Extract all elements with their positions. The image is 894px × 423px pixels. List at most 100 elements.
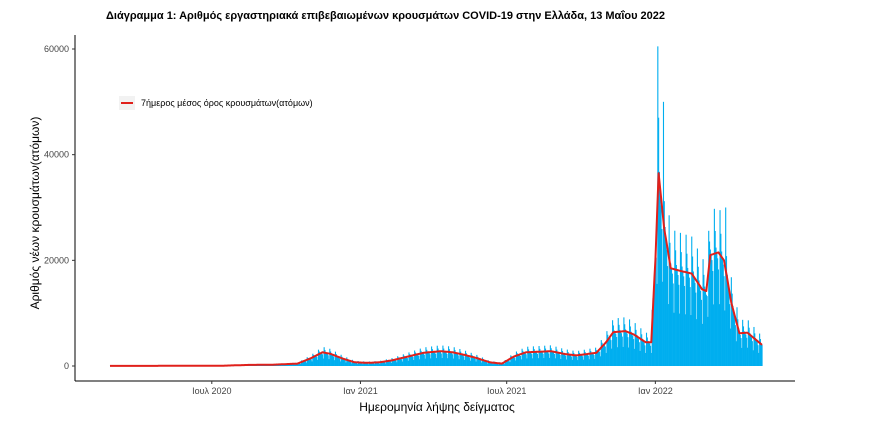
daily-bar <box>637 338 639 366</box>
daily-bar <box>505 360 507 366</box>
daily-bar <box>475 361 477 366</box>
daily-bar <box>488 361 490 366</box>
daily-bar <box>511 357 513 366</box>
daily-bar <box>582 359 585 366</box>
daily-bar <box>569 354 571 366</box>
daily-bar <box>483 360 485 366</box>
daily-bar <box>643 342 645 366</box>
daily-bar <box>359 362 361 366</box>
daily-bar <box>670 263 672 366</box>
daily-bar <box>549 345 551 366</box>
daily-bar <box>742 319 744 366</box>
daily-bar <box>573 352 575 366</box>
daily-bar <box>301 360 303 366</box>
daily-bar <box>344 360 346 366</box>
daily-bar <box>673 312 675 366</box>
daily-bar <box>486 363 488 366</box>
daily-bar <box>531 354 533 366</box>
daily-bar <box>327 355 329 366</box>
daily-bar <box>468 356 470 366</box>
daily-bar <box>645 332 648 366</box>
daily-bar <box>534 351 536 366</box>
daily-bar <box>392 359 394 366</box>
daily-bar <box>334 351 337 366</box>
daily-bar <box>410 355 412 366</box>
daily-bar <box>326 353 328 366</box>
daily-bar <box>507 360 509 366</box>
daily-bar <box>414 350 416 366</box>
daily-bar <box>330 351 332 366</box>
daily-bar <box>513 356 515 366</box>
daily-bar <box>283 365 285 366</box>
daily-bar <box>712 271 714 366</box>
daily-bar <box>708 241 711 366</box>
daily-bar <box>648 342 650 366</box>
daily-bar <box>469 360 471 366</box>
daily-bar <box>519 356 522 366</box>
daily-bar <box>696 319 698 366</box>
daily-bar <box>469 357 471 366</box>
daily-bar <box>429 354 431 366</box>
daily-bar <box>403 355 405 366</box>
daily-bar <box>553 353 555 366</box>
daily-bar <box>611 348 613 366</box>
daily-bar <box>723 276 725 366</box>
daily-bar <box>546 351 548 366</box>
daily-bar <box>553 352 555 366</box>
daily-bar <box>641 338 644 366</box>
daily-bar <box>575 355 577 366</box>
daily-bar <box>433 351 435 366</box>
daily-bar <box>310 359 312 366</box>
daily-bar <box>459 348 461 366</box>
daily-bar <box>679 232 681 366</box>
daily-bar <box>693 277 695 366</box>
daily-bar <box>518 354 520 366</box>
daily-bar <box>303 361 305 366</box>
daily-bar <box>427 352 429 366</box>
daily-bar <box>587 355 589 366</box>
daily-bar <box>345 362 347 366</box>
daily-bar <box>528 351 530 366</box>
daily-bar <box>662 281 664 366</box>
daily-bar <box>449 351 451 366</box>
daily-bar <box>443 350 446 366</box>
daily-bar <box>431 346 433 366</box>
daily-bar <box>649 343 651 366</box>
daily-bar <box>714 230 716 366</box>
daily-bar <box>293 364 295 366</box>
daily-bar <box>533 349 535 366</box>
moving-average-line <box>109 172 763 367</box>
daily-bar <box>671 273 673 366</box>
daily-bar <box>411 356 413 366</box>
daily-bar <box>675 264 677 366</box>
daily-bar <box>472 356 474 366</box>
daily-bar <box>756 342 758 366</box>
daily-bar <box>299 363 301 366</box>
daily-bar <box>642 340 644 366</box>
daily-bar <box>384 362 386 366</box>
daily-bar <box>491 363 493 366</box>
daily-bar <box>645 352 647 366</box>
daily-bar <box>321 354 324 366</box>
daily-bar <box>751 341 753 366</box>
daily-bar <box>563 353 565 366</box>
daily-bar <box>755 340 757 366</box>
daily-bar <box>376 362 378 366</box>
daily-bar <box>465 353 467 366</box>
daily-bar <box>501 363 503 366</box>
daily-bar <box>576 356 578 366</box>
daily-bar <box>397 357 400 366</box>
daily-bar <box>395 360 397 366</box>
daily-bar <box>703 274 705 366</box>
daily-bar <box>618 324 620 366</box>
daily-bar <box>373 364 375 366</box>
daily-bar <box>727 283 729 366</box>
daily-bar <box>448 349 450 366</box>
daily-bar <box>508 360 510 366</box>
daily-bar <box>610 340 612 366</box>
daily-bar <box>337 356 339 366</box>
daily-bar <box>672 283 674 366</box>
daily-bar <box>738 328 740 366</box>
daily-bar <box>586 354 589 366</box>
